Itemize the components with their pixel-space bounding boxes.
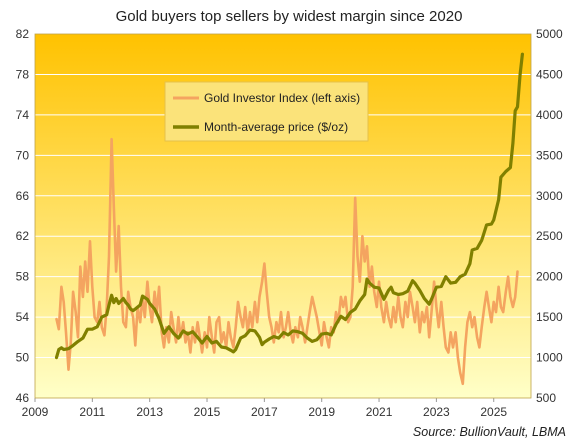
legend: Gold Investor Index (left axis) Month-av… xyxy=(164,81,369,142)
x-tick-label: 2011 xyxy=(79,405,105,419)
x-tick-label: 2025 xyxy=(480,405,507,419)
legend-box xyxy=(164,81,369,142)
y-right-tick-label: 500 xyxy=(536,391,556,405)
x-tick-label: 2023 xyxy=(423,405,450,419)
y-right-tick-label: 1500 xyxy=(536,310,563,324)
y-right-tick-label: 4000 xyxy=(536,108,563,122)
y-left-tick-label: 62 xyxy=(16,229,30,243)
y-right-tick-label: 2500 xyxy=(536,229,563,243)
legend-label-investor-index: Gold Investor Index (left axis) xyxy=(204,91,360,105)
y-left-tick-label: 82 xyxy=(16,27,30,41)
series-line-investor-index xyxy=(55,137,519,386)
source-note: Source: BullionVault, LBMA xyxy=(413,425,566,439)
chart-title: Gold buyers top sellers by widest margin… xyxy=(116,8,463,25)
legend-label-gold-price: Month-average price ($/oz) xyxy=(204,120,348,134)
x-tick-label: 2015 xyxy=(194,405,221,419)
y-right-tick-label: 4500 xyxy=(536,67,563,81)
y-left-tick-label: 78 xyxy=(16,67,30,81)
y-left-tick-label: 74 xyxy=(16,108,30,122)
y-left-tick-label: 58 xyxy=(16,270,30,284)
x-tick-label: 2009 xyxy=(22,405,49,419)
x-tick-label: 2019 xyxy=(308,405,335,419)
x-tick-label: 2021 xyxy=(366,405,393,419)
y-right-tick-label: 5000 xyxy=(536,27,563,41)
y-left-tick-label: 70 xyxy=(16,148,30,162)
y-left-tick-label: 46 xyxy=(16,391,30,405)
x-tick-label: 2017 xyxy=(251,405,278,419)
y-left-tick-label: 54 xyxy=(16,310,30,324)
axes xyxy=(34,33,532,402)
series-line-gold-price xyxy=(54,52,524,360)
tick-labels: 46 50 54 58 62 66 70 74 78 82 500 1000 1500 2000 2500 3… xyxy=(16,27,563,419)
y-left-tick-label: 50 xyxy=(16,351,30,365)
y-right-tick-label: 1000 xyxy=(536,351,563,365)
series-layer xyxy=(54,52,524,386)
plot-frame xyxy=(34,33,532,399)
y-right-tick-label: 3500 xyxy=(536,148,563,162)
y-right-tick-label: 3000 xyxy=(536,189,563,203)
x-tick-label: 2013 xyxy=(136,405,163,419)
y-left-tick-label: 66 xyxy=(16,189,30,203)
y-right-tick-label: 2000 xyxy=(536,270,563,284)
